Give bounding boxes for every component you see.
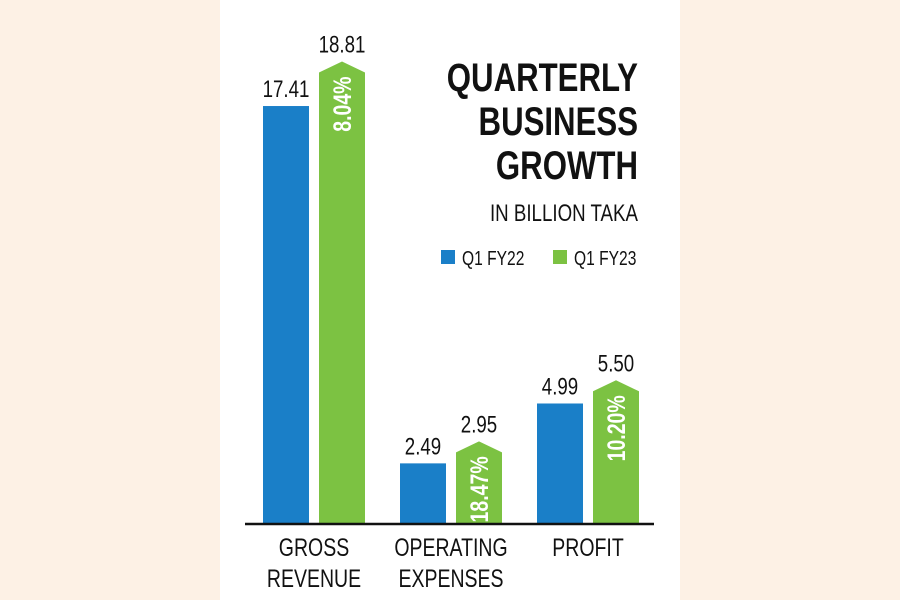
legend-swatch-q1-fy22 bbox=[441, 250, 455, 264]
chart-title: QUARTERLY BUSINESS GROWTH IN BILLION TAK… bbox=[447, 55, 639, 226]
legend-label-q1-fy23: Q1 FY23 bbox=[574, 247, 636, 269]
category-label: GROSS bbox=[279, 534, 349, 562]
title-line-3: GROWTH bbox=[496, 143, 638, 188]
legend-label-q1-fy22: Q1 FY22 bbox=[462, 247, 524, 269]
value-label-q1-fy23: 18.81 bbox=[319, 31, 366, 58]
bar-q1-fy22 bbox=[263, 106, 309, 523]
growth-label: 10.20% bbox=[603, 395, 631, 461]
value-label-q1-fy23: 5.50 bbox=[598, 350, 634, 377]
category-label: PROFIT bbox=[552, 534, 624, 562]
bar-q1-fy22 bbox=[537, 403, 583, 523]
growth-label: 18.47% bbox=[466, 456, 494, 522]
bar-q1-fy23 bbox=[456, 441, 502, 523]
title-line-2: BUSINESS bbox=[479, 99, 638, 144]
value-label-q1-fy22: 2.49 bbox=[405, 433, 441, 460]
category-label: EXPENSES bbox=[398, 565, 503, 593]
value-label-q1-fy22: 4.99 bbox=[542, 373, 578, 400]
bar-q1-fy22 bbox=[400, 463, 446, 523]
category-label: REVENUE bbox=[267, 565, 361, 593]
growth-label: 8.04% bbox=[329, 76, 357, 131]
value-label-q1-fy22: 17.41 bbox=[263, 76, 310, 103]
value-label-q1-fy23: 2.95 bbox=[461, 411, 497, 438]
category-label: OPERATING bbox=[394, 534, 507, 562]
legend: Q1 FY22 Q1 FY23 bbox=[441, 247, 636, 269]
bar-q1-fy23 bbox=[593, 380, 639, 523]
title-line-1: QUARTERLY bbox=[447, 55, 638, 100]
subtitle: IN BILLION TAKA bbox=[490, 200, 639, 227]
legend-swatch-q1-fy23 bbox=[553, 250, 567, 264]
bar-q1-fy23 bbox=[319, 61, 365, 524]
